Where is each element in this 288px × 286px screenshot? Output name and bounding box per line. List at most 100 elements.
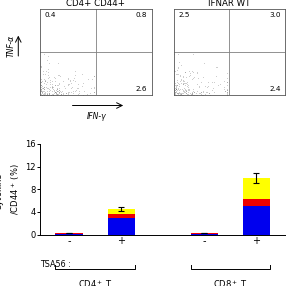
Point: [43, 90, 48, 95]
Point: [194, 93, 198, 97]
Point: [45, 92, 50, 97]
Point: [56, 72, 60, 77]
Point: [52, 74, 56, 79]
Point: [179, 78, 183, 82]
Point: [69, 81, 73, 85]
Point: [73, 88, 78, 93]
Point: [172, 90, 176, 95]
Point: [55, 87, 60, 91]
Point: [45, 86, 50, 90]
Point: [77, 91, 81, 96]
Point: [173, 90, 177, 95]
Point: [54, 90, 58, 95]
Point: [47, 88, 51, 93]
Point: [190, 92, 195, 97]
Point: [91, 85, 96, 90]
Point: [173, 69, 178, 74]
Point: [179, 90, 184, 95]
Text: TNF-α: TNF-α: [6, 35, 16, 57]
Point: [72, 88, 77, 93]
Point: [40, 90, 45, 95]
Point: [68, 78, 72, 83]
Point: [50, 92, 55, 97]
Point: [176, 66, 180, 71]
Point: [69, 90, 73, 95]
Y-axis label: Cytokine$^+$
/CD44$^+$ (%): Cytokine$^+$ /CD44$^+$ (%): [0, 163, 22, 215]
Point: [211, 80, 216, 84]
Point: [61, 91, 66, 95]
Point: [185, 91, 190, 96]
Point: [45, 92, 50, 97]
Point: [47, 93, 52, 97]
Point: [175, 80, 180, 85]
Point: [225, 80, 230, 85]
Point: [181, 82, 185, 86]
Point: [63, 86, 67, 91]
Point: [199, 89, 203, 94]
Point: [199, 80, 204, 84]
Point: [174, 72, 179, 76]
Point: [187, 90, 192, 95]
Point: [184, 89, 189, 94]
Point: [63, 90, 68, 95]
Point: [86, 77, 90, 81]
Point: [40, 86, 45, 90]
Point: [223, 88, 227, 93]
Point: [42, 79, 47, 84]
Point: [184, 80, 189, 84]
Point: [47, 91, 52, 96]
Point: [49, 92, 54, 96]
Point: [49, 92, 54, 97]
Point: [172, 51, 177, 56]
Point: [183, 70, 187, 75]
Point: [85, 92, 89, 96]
Point: [191, 76, 196, 80]
Point: [200, 75, 205, 79]
Point: [50, 85, 54, 90]
Point: [56, 92, 60, 97]
Point: [91, 90, 96, 94]
Point: [43, 92, 47, 96]
Point: [39, 87, 43, 91]
Point: [38, 63, 43, 68]
Point: [187, 73, 191, 78]
Point: [63, 91, 68, 96]
Point: [48, 85, 53, 89]
Point: [190, 76, 194, 81]
Point: [59, 92, 63, 96]
Point: [181, 92, 185, 97]
Point: [39, 79, 44, 83]
Point: [225, 90, 230, 95]
Point: [57, 88, 62, 92]
Point: [180, 79, 185, 83]
Point: [190, 51, 195, 56]
Point: [66, 82, 71, 86]
Point: [41, 87, 46, 91]
Point: [39, 90, 44, 94]
Point: [200, 92, 205, 97]
Point: [174, 87, 179, 92]
Title: IFNAR WT: IFNAR WT: [208, 0, 251, 8]
Point: [72, 73, 77, 77]
Point: [183, 83, 187, 87]
Point: [82, 89, 86, 94]
Point: [190, 69, 194, 74]
Point: [55, 92, 59, 96]
Point: [210, 88, 214, 92]
Point: [65, 90, 70, 94]
Point: [60, 79, 65, 84]
Point: [41, 72, 46, 76]
Point: [185, 83, 190, 88]
Point: [204, 90, 208, 94]
Point: [50, 87, 55, 91]
Point: [52, 76, 57, 81]
Point: [54, 90, 58, 94]
Point: [45, 92, 50, 96]
Point: [177, 90, 182, 95]
Point: [39, 92, 43, 96]
Point: [46, 92, 50, 97]
Point: [225, 70, 230, 75]
Text: 2.6: 2.6: [136, 86, 147, 92]
Point: [46, 76, 51, 80]
Point: [181, 82, 185, 86]
